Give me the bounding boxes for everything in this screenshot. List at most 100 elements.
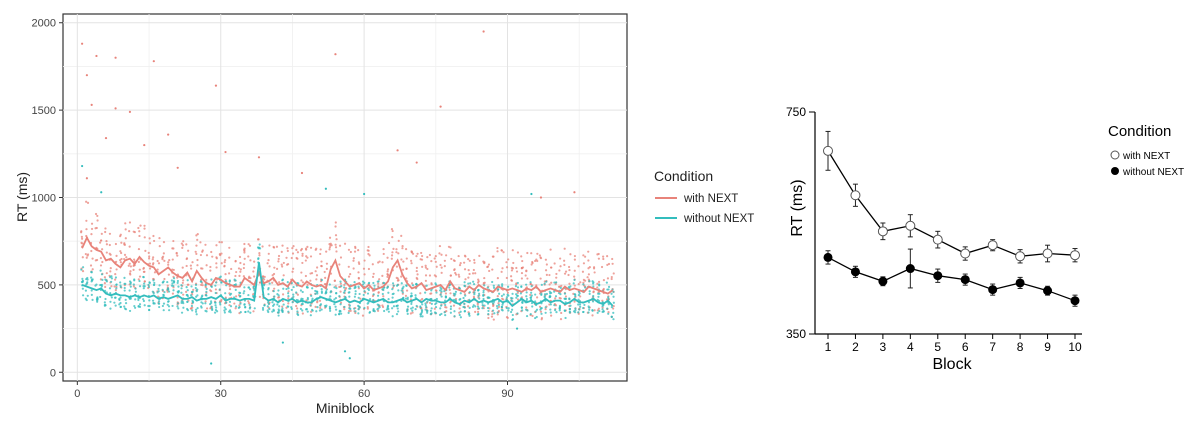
data-point (612, 304, 615, 308)
x-tick-label: 3 (880, 340, 887, 354)
outlier-point (573, 191, 576, 194)
data-point (372, 293, 375, 296)
data-point (110, 285, 113, 288)
data-point (574, 295, 577, 298)
data-point (507, 307, 510, 310)
data-point (142, 282, 146, 285)
data-point (172, 280, 176, 283)
data-point (368, 311, 371, 314)
data-point (290, 288, 293, 292)
data-point (172, 277, 176, 280)
data-point (410, 262, 413, 265)
data-point (409, 312, 412, 315)
data-point-filled (850, 267, 860, 277)
data-point (100, 239, 103, 242)
outlier-point (214, 84, 218, 87)
data-point (416, 252, 419, 255)
data-point (182, 293, 185, 296)
data-point (492, 284, 495, 287)
x-tick-label: 90 (501, 388, 513, 400)
data-point (310, 310, 313, 313)
data-point (558, 304, 562, 307)
data-point (282, 274, 285, 277)
data-point (596, 298, 599, 301)
data-point (90, 276, 93, 279)
data-point-filled (960, 275, 970, 285)
data-point (152, 279, 155, 282)
data-point (612, 307, 615, 310)
data-point-open (960, 248, 971, 259)
data-point (444, 303, 447, 307)
data-point (268, 282, 271, 285)
data-point (89, 264, 93, 267)
data-point (109, 270, 112, 273)
data-point (334, 243, 337, 246)
data-point (142, 275, 145, 279)
data-point (95, 283, 98, 286)
data-point (473, 291, 476, 294)
outlier-point (515, 327, 519, 330)
data-point (295, 304, 298, 308)
data-point (443, 311, 446, 314)
data-point (588, 308, 591, 311)
data-point (391, 292, 394, 296)
data-point (560, 311, 563, 315)
data-point (300, 279, 303, 282)
data-point (81, 279, 85, 282)
data-point (500, 305, 503, 309)
data-point (119, 261, 122, 264)
data-point (161, 255, 165, 258)
data-point (434, 305, 438, 309)
data-point (296, 257, 299, 260)
data-point (458, 307, 461, 310)
data-point (91, 298, 94, 301)
outlier-point (257, 156, 261, 159)
data-point (555, 311, 558, 314)
data-point (306, 283, 309, 287)
data-point (535, 308, 539, 311)
data-point (502, 251, 505, 254)
data-point (433, 311, 437, 314)
data-point (90, 227, 94, 231)
data-point (248, 306, 252, 309)
data-point (353, 295, 356, 298)
data-point (144, 249, 147, 252)
data-point (234, 307, 237, 310)
data-point (435, 297, 438, 301)
data-point (209, 269, 212, 272)
data-point (234, 295, 238, 298)
data-point (142, 287, 145, 290)
data-point (181, 281, 184, 285)
data-point (297, 313, 300, 317)
x-tick-label: 60 (358, 388, 370, 400)
data-point (171, 258, 174, 261)
data-point (421, 303, 424, 306)
data-point (268, 265, 271, 268)
data-point (452, 304, 456, 307)
data-point (343, 286, 346, 289)
data-point (495, 304, 499, 308)
data-point (163, 259, 166, 262)
data-point (487, 316, 490, 320)
data-point (228, 309, 232, 312)
data-point (214, 284, 217, 287)
data-point (229, 305, 233, 308)
data-point (249, 311, 252, 314)
data-point (511, 313, 514, 317)
data-point (354, 310, 357, 313)
data-point (244, 310, 247, 314)
data-point (391, 307, 394, 310)
data-point (444, 295, 448, 299)
data-point (148, 237, 151, 240)
data-point (581, 306, 585, 310)
data-point (428, 253, 432, 257)
data-point (123, 289, 126, 292)
data-point (253, 275, 256, 278)
data-point (339, 303, 342, 306)
data-point (290, 307, 293, 310)
data-point (602, 310, 605, 313)
data-point (611, 262, 614, 265)
data-point (225, 284, 228, 287)
data-point (391, 296, 394, 299)
data-point (579, 281, 582, 284)
